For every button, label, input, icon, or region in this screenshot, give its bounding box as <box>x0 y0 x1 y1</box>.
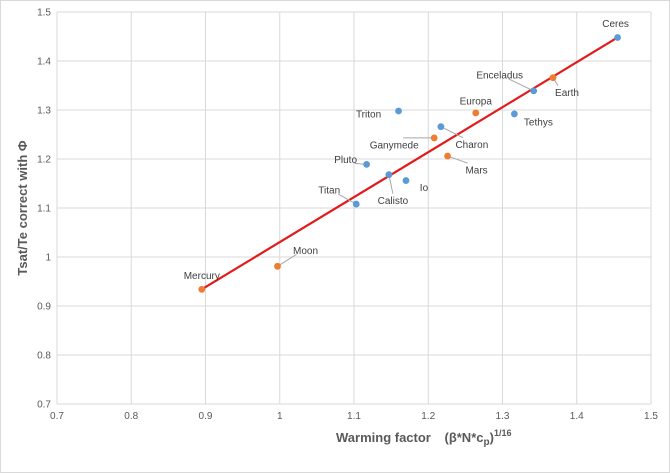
y-tick-label: 1.4 <box>37 57 51 68</box>
x-axis-title-formula: (β*N*c <box>444 430 483 445</box>
trendline <box>201 36 619 291</box>
point-pluto <box>363 160 371 168</box>
point-titan <box>352 200 360 208</box>
label-mercury: Mercury <box>184 271 220 282</box>
label-ganymede: Ganymede <box>370 140 419 151</box>
label-leaders <box>277 77 559 267</box>
y-tick-label: 1.2 <box>37 155 51 166</box>
x-tick-label: 1.2 <box>421 411 435 422</box>
y-tick-label: 1.3 <box>37 106 51 117</box>
x-tick-label: 0.7 <box>50 411 64 422</box>
y-tick-label: 1.1 <box>37 204 51 215</box>
label-enceladus: Enceladus <box>476 70 523 81</box>
x-tick-label: 1 <box>277 411 283 422</box>
label-pluto: Pluto <box>334 155 357 166</box>
leader-enceladus <box>508 78 534 92</box>
leader-moon <box>277 253 297 267</box>
label-earth: Earth <box>555 88 579 99</box>
point-mercury <box>198 285 206 293</box>
x-axis-title: Warming factor (β*N*cp)1/16 <box>336 428 511 448</box>
point-labels: Ceres Enceladus Tethys Triton Charon Pluto Cal… <box>184 19 629 282</box>
x-tick-label: 0.9 <box>199 411 213 422</box>
point-ganymede <box>430 134 438 142</box>
x-tick-label: 1.5 <box>644 411 658 422</box>
label-mars: Mars <box>465 166 487 177</box>
leader-titan <box>337 193 357 205</box>
point-tethys <box>510 110 518 118</box>
leader-charon <box>440 126 464 139</box>
point-mars <box>444 152 451 160</box>
x-axis-title-close: ) <box>490 430 494 445</box>
x-axis-title-superscript: 1/16 <box>494 428 512 438</box>
point-ceres <box>614 34 621 41</box>
x-tick-label: 1.1 <box>347 411 361 422</box>
x-tick-label: 1.3 <box>496 411 510 422</box>
x-tick-label: 0.8 <box>124 411 138 422</box>
gridlines <box>56 11 652 405</box>
trendline-group <box>201 36 619 291</box>
x-axis-title-subscript: p <box>483 437 489 448</box>
label-titan: Titan <box>318 186 340 197</box>
point-triton <box>395 107 402 115</box>
label-moon: Moon <box>293 246 318 257</box>
y-tick-label: 0.7 <box>37 400 51 411</box>
y-tick-label: 0.8 <box>37 351 51 362</box>
y-tick-label: 1.5 <box>37 8 51 19</box>
label-triton: Triton <box>356 109 381 120</box>
y-tick-label: 1 <box>45 253 51 264</box>
label-charon: Charon <box>455 140 488 151</box>
leader-mars <box>447 155 468 164</box>
data-points <box>198 34 621 293</box>
y-tick-label: 0.9 <box>37 302 51 313</box>
label-europa: Europa <box>460 96 493 107</box>
y-tick-labels: 0.7 0.8 0.9 1 1.1 1.2 1.3 1.4 1.5 <box>37 8 51 411</box>
label-tethys: Tethys <box>524 117 553 128</box>
x-tick-labels: 0.7 0.8 0.9 1 1.1 1.2 1.3 1.4 1.5 <box>50 411 658 422</box>
point-io <box>402 177 410 184</box>
x-tick-label: 1.4 <box>570 411 584 422</box>
point-earth <box>549 74 557 82</box>
point-europa <box>472 109 480 117</box>
point-calisto <box>385 171 393 179</box>
label-ceres: Ceres <box>602 19 629 30</box>
x-axis-title-text: Warming factor <box>336 430 431 445</box>
y-axis-title: Tsat/Te correct with Φ <box>15 140 30 275</box>
point-moon <box>274 262 281 270</box>
label-calisto: Calisto <box>378 196 409 207</box>
point-enceladus <box>530 87 538 95</box>
point-charon <box>437 123 445 131</box>
label-io: Io <box>420 183 429 194</box>
